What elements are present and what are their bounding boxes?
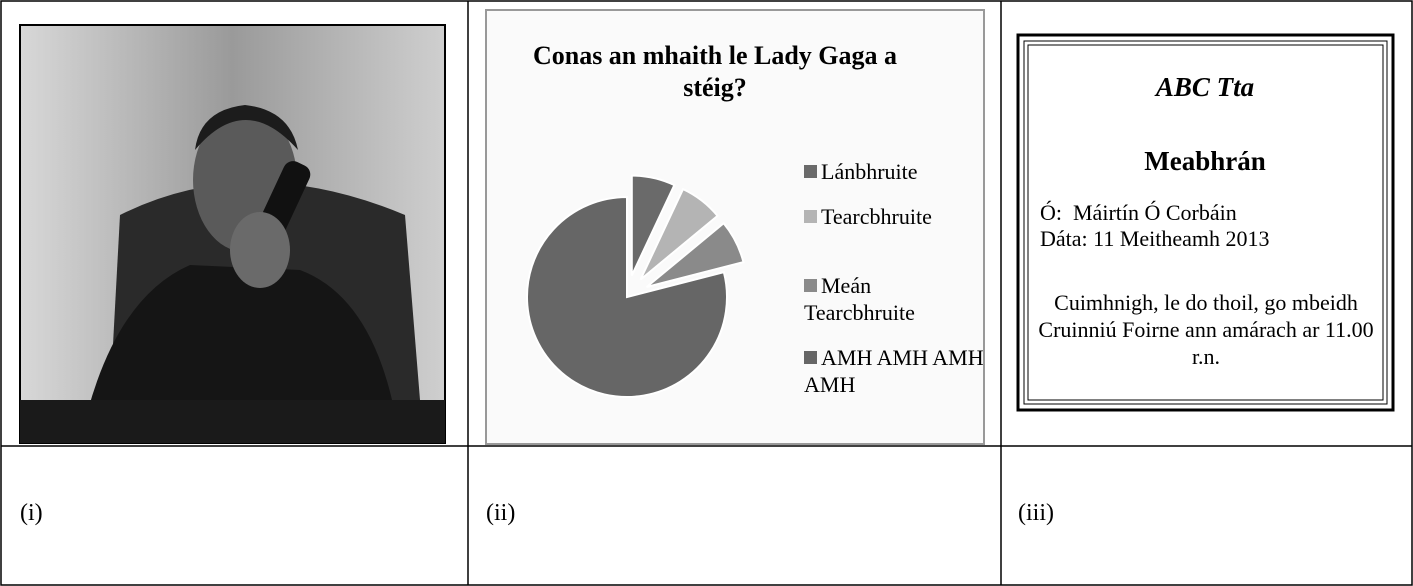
legend-item: Meán Tearcbhruite (804, 272, 984, 326)
memo-company: ABC Tta (1030, 72, 1380, 103)
legend-item: AMH AMH AMH AMH (804, 344, 984, 398)
caption: (ii) (486, 500, 515, 527)
legend-label: Tearcbhruite (821, 204, 932, 229)
legend-label: Lánbhruite (821, 159, 918, 184)
chart-title: Conas an mhaith le Lady Gaga a stéig? (510, 40, 920, 104)
legend-swatch (804, 210, 817, 223)
caption: (i) (20, 500, 43, 527)
legend-item: Lánbhruite (804, 158, 984, 185)
photo (20, 25, 445, 443)
memo-heading: Meabhrán (1030, 146, 1380, 177)
legend-label: AMH AMH AMH AMH (804, 345, 984, 397)
legend-swatch (804, 165, 817, 178)
memo-from: Ó: Máirtín Ó Corbáin (1040, 200, 1237, 226)
legend-item: Tearcbhruite (804, 203, 984, 230)
legend-label: Meán Tearcbhruite (804, 273, 915, 325)
page: Conas an mhaith le Lady Gaga a stéig? Lá… (0, 0, 1413, 586)
memo-body: Cuimhnigh, le do thoil, go mbeidh Cruinn… (1036, 289, 1376, 370)
legend-swatch (804, 279, 817, 292)
memo-date: Dáta: 11 Meitheamh 2013 (1040, 226, 1270, 252)
caption: (iii) (1018, 500, 1054, 527)
legend-swatch (804, 351, 817, 364)
